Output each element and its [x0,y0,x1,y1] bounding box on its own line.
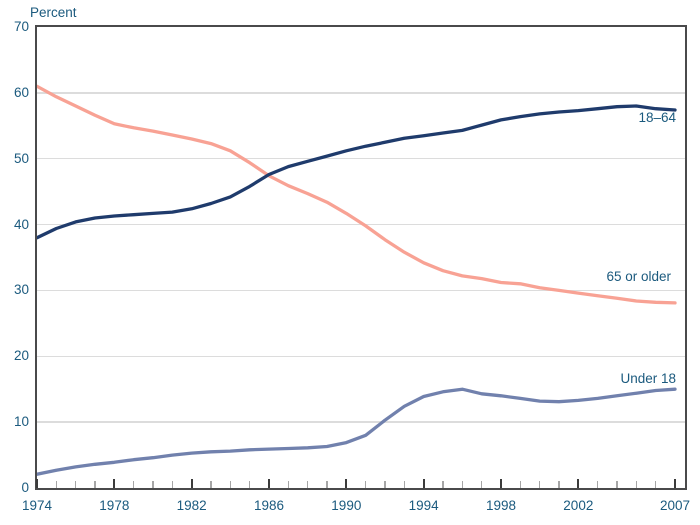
minor-tick-1976 [75,481,77,488]
minor-tick-1989 [326,481,328,488]
gridline-60 [37,92,685,94]
x-tick-label-2002: 2002 [563,498,594,513]
minor-tick-1995 [442,481,444,488]
series-label-18-64: 18–64 [638,110,676,125]
y-tick-label-10: 10 [13,414,29,430]
x-tick-label-1978: 1978 [99,498,130,513]
plot-area [35,25,687,490]
y-tick-label-20: 20 [13,348,29,364]
gridline-10 [37,421,685,423]
series-label-65-or-older: 65 or older [606,269,671,284]
minor-tick-1988 [307,481,309,488]
minor-tick-2004 [616,481,618,488]
minor-tick-1985 [249,481,251,488]
major-tick-1990 [345,479,348,488]
major-tick-2007 [674,479,676,488]
minor-tick-1991 [365,481,367,488]
line-18-64 [37,104,677,240]
minor-tick-1975 [55,481,57,488]
major-tick-1978 [113,479,116,488]
x-tick-label-1986: 1986 [253,498,285,513]
minor-tick-1993 [403,481,405,488]
minor-tick-1981 [171,481,173,488]
x-tick-label-1994: 1994 [408,498,439,513]
gridline-50 [37,157,685,160]
gridline-20 [37,355,685,358]
series-label-under-18: Under 18 [620,371,676,386]
x-tick-label-1998: 1998 [485,498,517,513]
minor-tick-2001 [558,481,560,488]
y-tick-label-60: 60 [13,84,29,100]
minor-tick-1980 [152,481,154,488]
x-tick-label-2007: 2007 [659,498,691,513]
minor-tick-2000 [539,481,541,488]
minor-tick-1999 [519,481,521,488]
minor-tick-1983 [210,481,212,488]
minor-tick-1987 [287,481,289,488]
minor-tick-1977 [94,481,96,488]
minor-tick-1979 [133,481,135,488]
line-series-canvas [37,84,677,476]
minor-tick-2005 [635,481,637,488]
major-tick-1974 [36,479,38,488]
x-tick-label-1990: 1990 [331,498,362,513]
x-tick-label-1974: 1974 [21,498,53,513]
major-tick-1994 [422,479,425,488]
major-tick-1986 [268,479,270,488]
line-65-or-older [37,84,677,305]
major-tick-1998 [500,479,502,488]
minor-tick-2003 [597,481,599,488]
y-tick-label-50: 50 [13,150,29,166]
major-tick-1982 [190,479,193,488]
gridline-30 [37,289,685,292]
y-tick-label-0: 0 [21,480,29,495]
minor-tick-1996 [461,481,463,488]
minor-tick-1997 [481,481,483,488]
y-tick-label-40: 40 [13,216,29,232]
x-tick-label-1982: 1982 [176,498,207,513]
minor-tick-1984 [229,481,231,488]
minor-tick-1992 [384,481,386,488]
major-tick-2002 [577,479,580,488]
minor-tick-2006 [655,481,657,488]
line-under-18 [37,387,677,476]
y-tick-label-30: 30 [13,282,29,298]
y-tick-label-70: 70 [13,19,29,34]
y-axis-title: Percent [30,5,77,20]
